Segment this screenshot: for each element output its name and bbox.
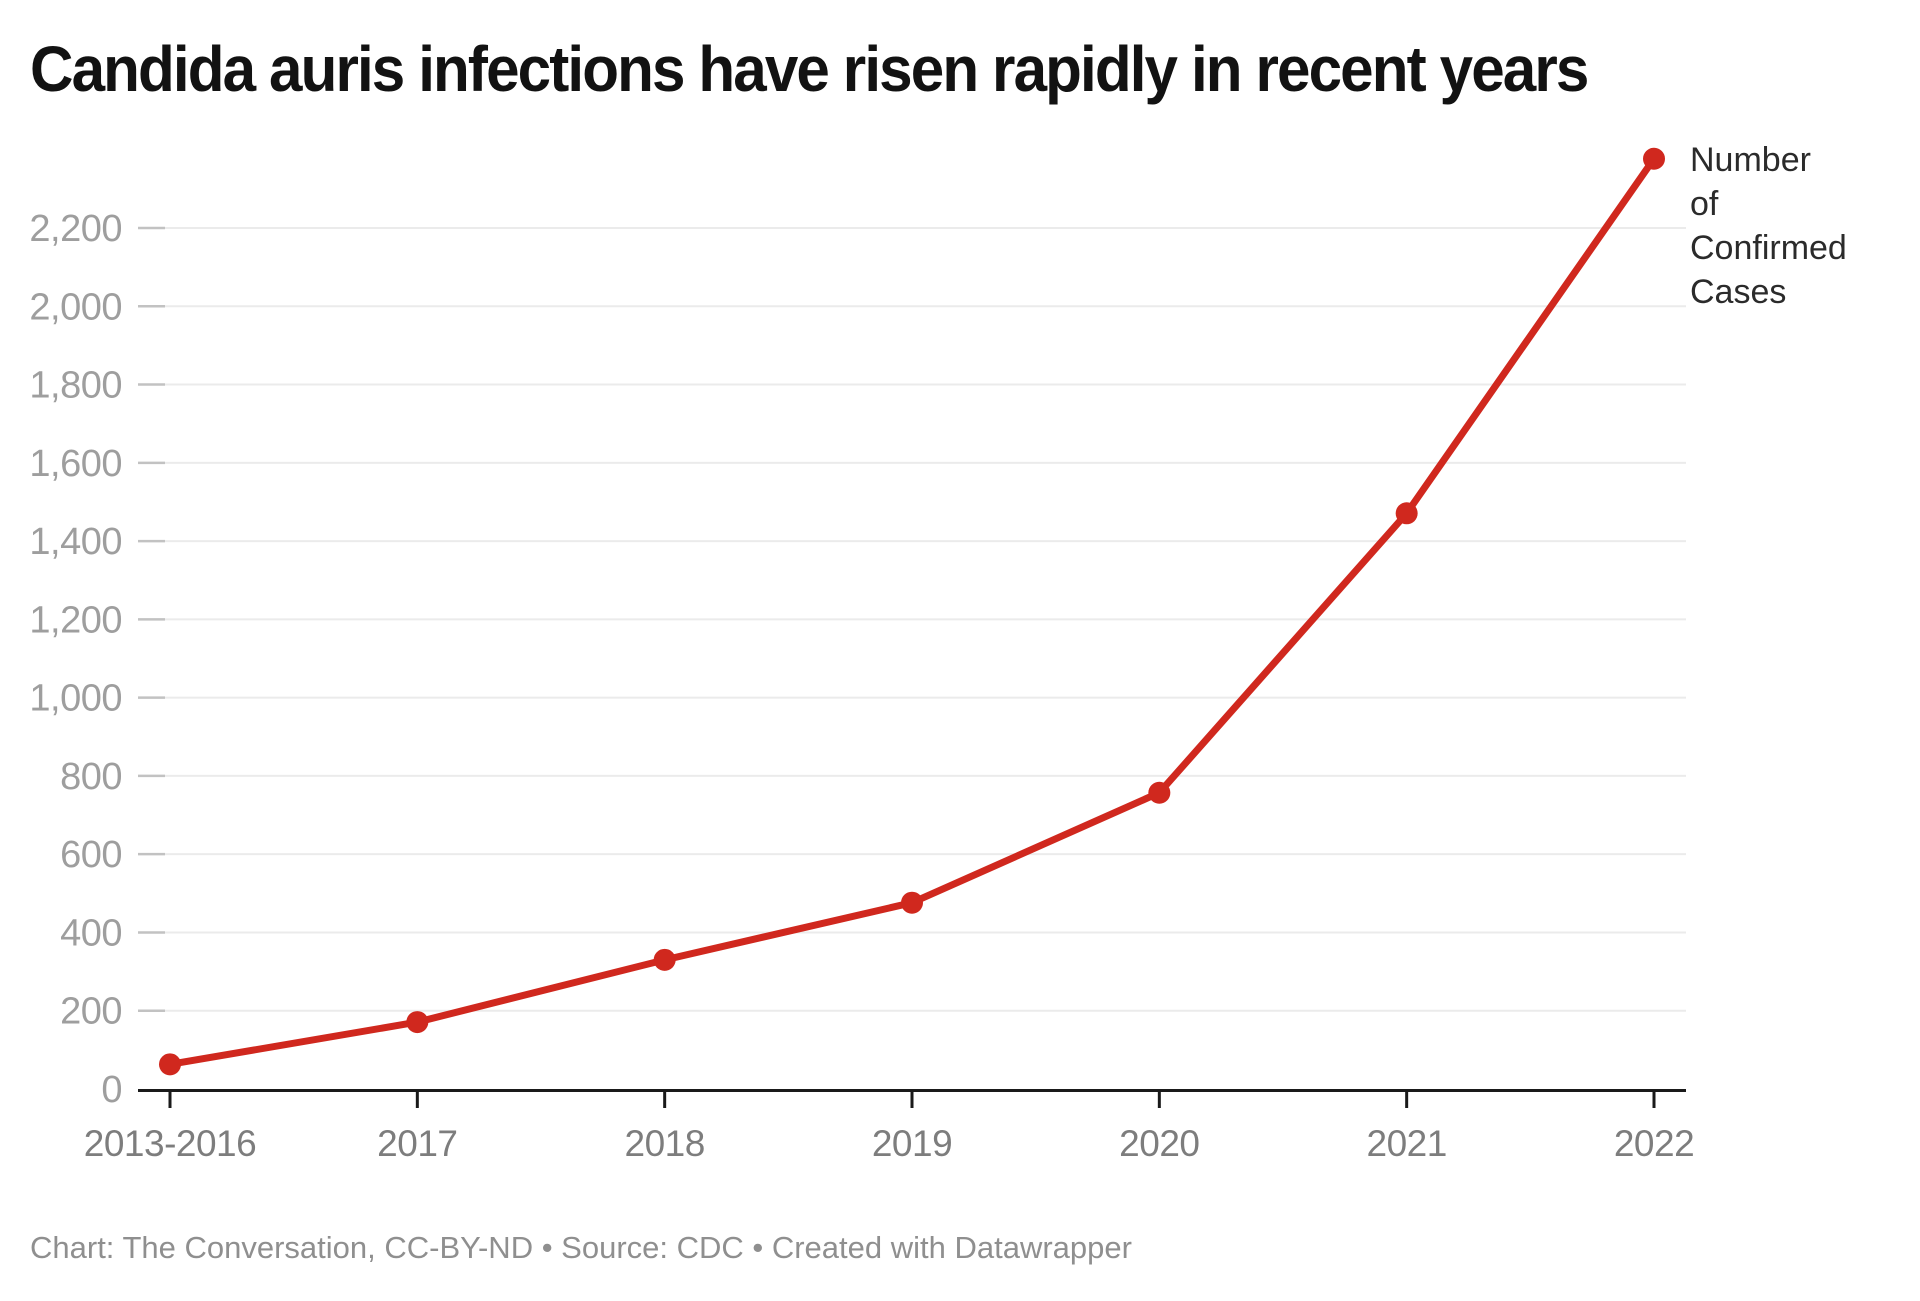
- series-legend-label: Number of Confirmed Cases: [1690, 141, 1847, 311]
- data-point[interactable]: [1148, 781, 1171, 804]
- data-point[interactable]: [406, 1011, 429, 1034]
- y-tick-label: 2,000: [29, 286, 122, 328]
- data-point[interactable]: [159, 1053, 181, 1076]
- data-point[interactable]: [1395, 502, 1418, 525]
- x-tick-label: 2017: [377, 1123, 457, 1164]
- x-tick-label: 2018: [625, 1123, 705, 1164]
- x-tick-label: 2020: [1119, 1123, 1199, 1164]
- y-tick-label: 1,800: [29, 365, 122, 407]
- y-tick-label: 1,200: [29, 599, 122, 641]
- y-tick-label: 1,000: [29, 678, 122, 720]
- y-tick-label: 800: [60, 756, 122, 798]
- data-point[interactable]: [653, 948, 676, 971]
- x-tick-label: 2013-2016: [84, 1123, 256, 1164]
- chart-credit: Chart: The Conversation, CC-BY-ND • Sour…: [30, 1230, 1132, 1265]
- data-point[interactable]: [901, 891, 923, 914]
- y-tick-label: 1,400: [29, 521, 122, 563]
- data-point[interactable]: [1643, 147, 1665, 170]
- y-tick-label: 600: [60, 834, 122, 876]
- data-line: [166, 155, 1658, 1068]
- x-tick-label: 2019: [872, 1123, 952, 1164]
- chart-title: Candida auris infections have risen rapi…: [30, 33, 1589, 105]
- y-tick-label: 400: [60, 912, 122, 954]
- y-tick-label: 2,200: [29, 208, 122, 250]
- y-tick-label: 1,600: [29, 443, 122, 485]
- y-tick-label: 0: [101, 1069, 122, 1111]
- x-tick-label: 2021: [1367, 1123, 1447, 1164]
- y-tick-label: 200: [60, 991, 122, 1033]
- x-tick-label: 2022: [1614, 1123, 1694, 1164]
